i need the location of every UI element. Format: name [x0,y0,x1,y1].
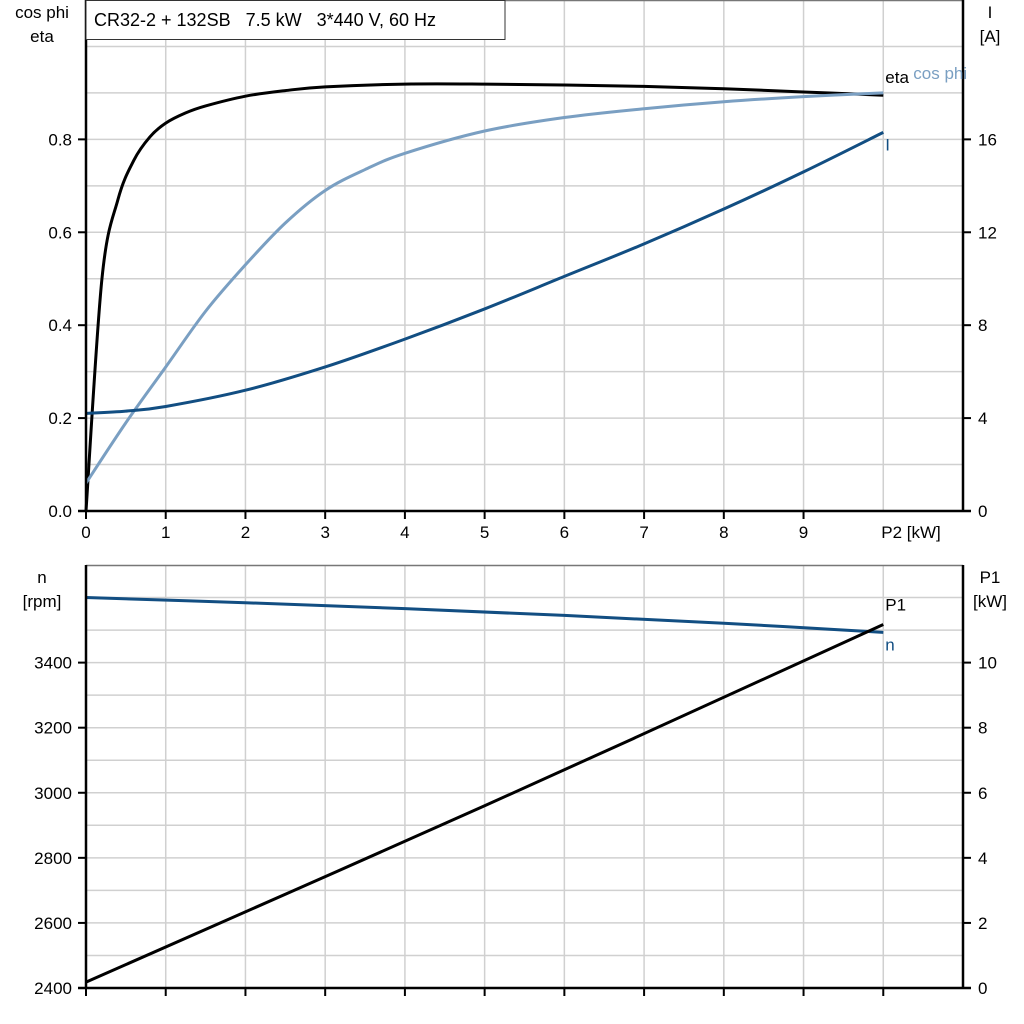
bottom-ytick-label-right: 10 [978,654,997,673]
bottom-left-axis-title: n [37,568,46,587]
top-ytick-label-left: 0.4 [48,316,72,335]
bottom-ytick-label-right: 6 [978,784,987,803]
top-xtick-label: 6 [560,523,569,542]
top-xtick-label: 7 [639,523,648,542]
series-eta-line [84,82,884,512]
bottom-ytick-label-left: 3000 [34,784,72,803]
top-left-axis-title: eta [30,27,54,46]
bottom-ytick-label-left: 2600 [34,914,72,933]
top-ytick-label-right: 8 [978,316,987,335]
top-ytick-label-left: 0.6 [48,223,72,242]
series-I-line [85,131,884,415]
top-ytick-label-left: 0.2 [48,409,72,428]
bottom-left-axis-title: [rpm] [23,592,62,611]
title-box [85,0,506,40]
axes [78,0,971,996]
top-ytick-label-left: 0.8 [48,130,72,149]
top-grid [86,0,963,511]
top-ytick-label-right: 16 [978,130,997,149]
top-ytick-label-right: 0 [978,502,987,521]
bottom-ytick-label-right: 4 [978,849,987,868]
series-P1-label: P1 [885,596,906,615]
top-ytick-label-left: 0.0 [48,502,72,521]
top-left-axis-title: cos phi [15,3,69,22]
top-xtick-label: 2 [241,523,250,542]
bottom-ytick-label-right: 0 [978,979,987,998]
chart-title: CR32-2 + 132SB 7.5 kW 3*440 V, 60 Hz [94,10,436,30]
series-cos-phi-line [84,91,884,484]
top-xtick-label: 3 [320,523,329,542]
top-right-axis-title: I [988,3,993,22]
bottom-ytick-label-left: 3400 [34,654,72,673]
top-right-axis-title: [A] [980,27,1001,46]
x-axis-label: P2 [kW] [881,523,941,542]
top-xtick-label: 9 [799,523,808,542]
bottom-ytick-label-left: 2800 [34,849,72,868]
bottom-grid [86,565,963,988]
top-xtick-label: 4 [400,523,409,542]
bottom-right-axis-title: P1 [980,568,1001,587]
top-ytick-label-right: 12 [978,223,997,242]
top-xtick-label: 0 [81,523,90,542]
series-n-line [85,596,884,634]
series-P1-line [85,623,884,984]
series-cos-phi-label: cos phi [913,64,967,83]
curves [84,82,884,984]
top-xtick-label: 8 [719,523,728,542]
series-n-label: n [885,635,894,654]
bottom-ytick-label-right: 2 [978,914,987,933]
bottom-ytick-label-left: 2400 [34,979,72,998]
top-xtick-label: 1 [161,523,170,542]
series-eta-label: eta [885,68,909,87]
bottom-ytick-label-right: 8 [978,719,987,738]
bottom-right-axis-title: [kW] [973,592,1007,611]
top-xtick-label: 5 [480,523,489,542]
bottom-ytick-label-left: 3200 [34,719,72,738]
top-ytick-label-right: 4 [978,409,987,428]
series-I-label: I [885,135,890,154]
